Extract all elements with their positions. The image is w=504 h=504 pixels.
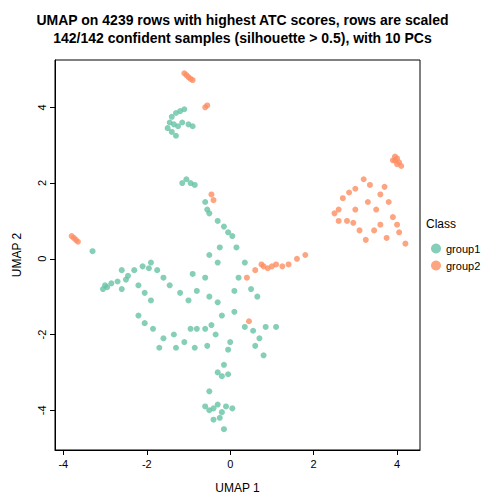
svg-text:group1: group1 xyxy=(446,243,480,255)
svg-text:-2: -2 xyxy=(142,458,152,470)
svg-text:142/142 confident samples (sil: 142/142 confident samples (silhouette > … xyxy=(53,30,432,46)
svg-text:4: 4 xyxy=(394,458,400,470)
svg-text:UMAP 1: UMAP 1 xyxy=(215,481,260,495)
svg-text:Class: Class xyxy=(426,217,456,231)
svg-text:-4: -4 xyxy=(58,458,68,470)
svg-text:0: 0 xyxy=(36,256,48,262)
svg-text:2: 2 xyxy=(36,180,48,186)
svg-text:-4: -4 xyxy=(36,405,48,415)
svg-text:group2: group2 xyxy=(446,260,480,272)
svg-text:0: 0 xyxy=(227,458,233,470)
svg-text:4: 4 xyxy=(36,104,48,110)
svg-text:2: 2 xyxy=(311,458,317,470)
svg-text:UMAP 2: UMAP 2 xyxy=(10,232,24,277)
svg-text:UMAP on 4239 rows with highest: UMAP on 4239 rows with highest ATC score… xyxy=(36,12,448,28)
svg-text:-2: -2 xyxy=(36,330,48,340)
